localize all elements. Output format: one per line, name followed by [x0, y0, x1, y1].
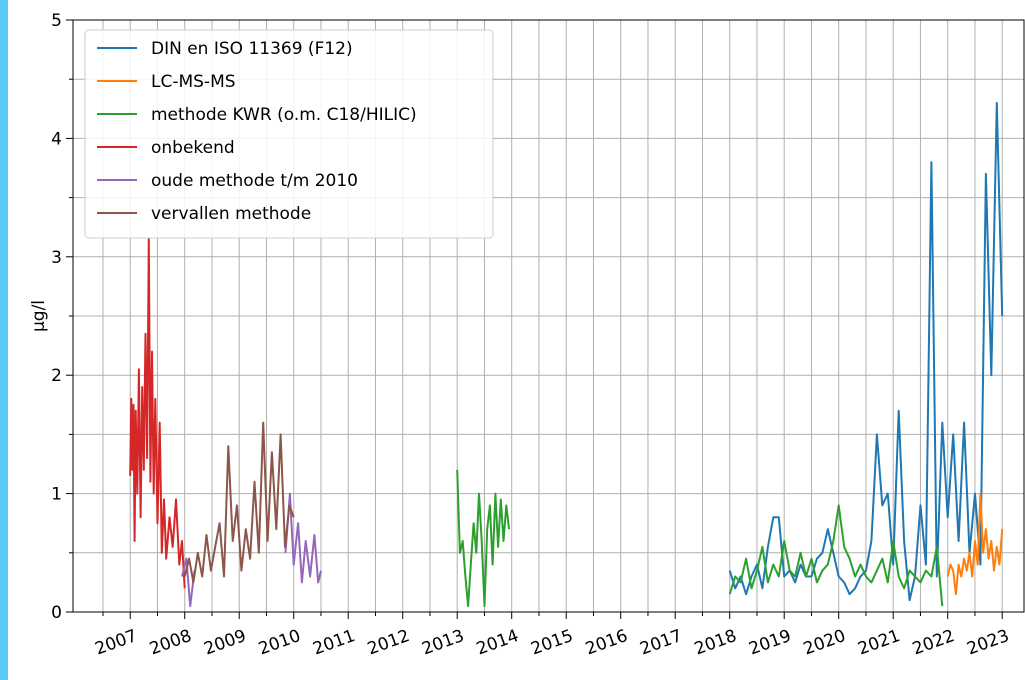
x-tick-label: 2023: [964, 626, 1011, 660]
x-tick-label: 2013: [419, 626, 466, 660]
x-tick-label: 2009: [201, 626, 248, 660]
x-tick-label: 2010: [256, 626, 303, 660]
legend-label: methode KWR (o.m. C18/HILIC): [151, 105, 417, 125]
y-tick-label: 1: [51, 485, 62, 505]
data-line: [181, 492, 322, 608]
y-axis-label: µg/l: [29, 300, 49, 332]
x-tick-label: 2011: [310, 626, 357, 660]
data-line: [728, 101, 1004, 602]
data-line: [946, 492, 1004, 596]
legend: DIN en ISO 11369 (F12) LC-MS-MS methode KW…: [84, 29, 494, 239]
legend-label: vervallen methode: [151, 204, 311, 224]
window-edge: [0, 0, 8, 680]
x-tick-label: 2019: [746, 626, 793, 660]
legend-label: DIN en ISO 11369 (F12): [151, 39, 353, 59]
data-line: [129, 238, 186, 589]
y-tick-label: 2: [51, 366, 62, 386]
y-tick-label: 5: [51, 11, 62, 31]
x-tick-label: 2021: [855, 626, 902, 660]
legend-box: [84, 29, 494, 239]
x-tick-label: 2008: [147, 626, 194, 660]
data-line: [456, 469, 944, 608]
y-tick-label: 0: [51, 603, 62, 623]
y-tick-label: 3: [51, 248, 62, 268]
x-tick-label: 2018: [692, 626, 739, 660]
plot-frame: [72, 19, 1025, 613]
x-tick-label: 2015: [528, 626, 575, 660]
y-tick-label: 4: [51, 129, 62, 149]
x-tick-label: 2017: [637, 626, 684, 660]
x-tick-label: 2014: [474, 626, 521, 660]
legend-label: onbekend: [151, 138, 235, 158]
x-tick-label: 2022: [910, 626, 957, 660]
legend-label: LC-MS-MS: [151, 72, 236, 92]
x-tick-label: 2020: [801, 626, 848, 660]
data-line: [183, 421, 295, 584]
x-tick-label: 2007: [92, 626, 139, 660]
x-tick-label: 2016: [583, 626, 630, 660]
x-tick-label: 2012: [365, 626, 412, 660]
legend-label: oude methode t/m 2010: [151, 171, 358, 191]
